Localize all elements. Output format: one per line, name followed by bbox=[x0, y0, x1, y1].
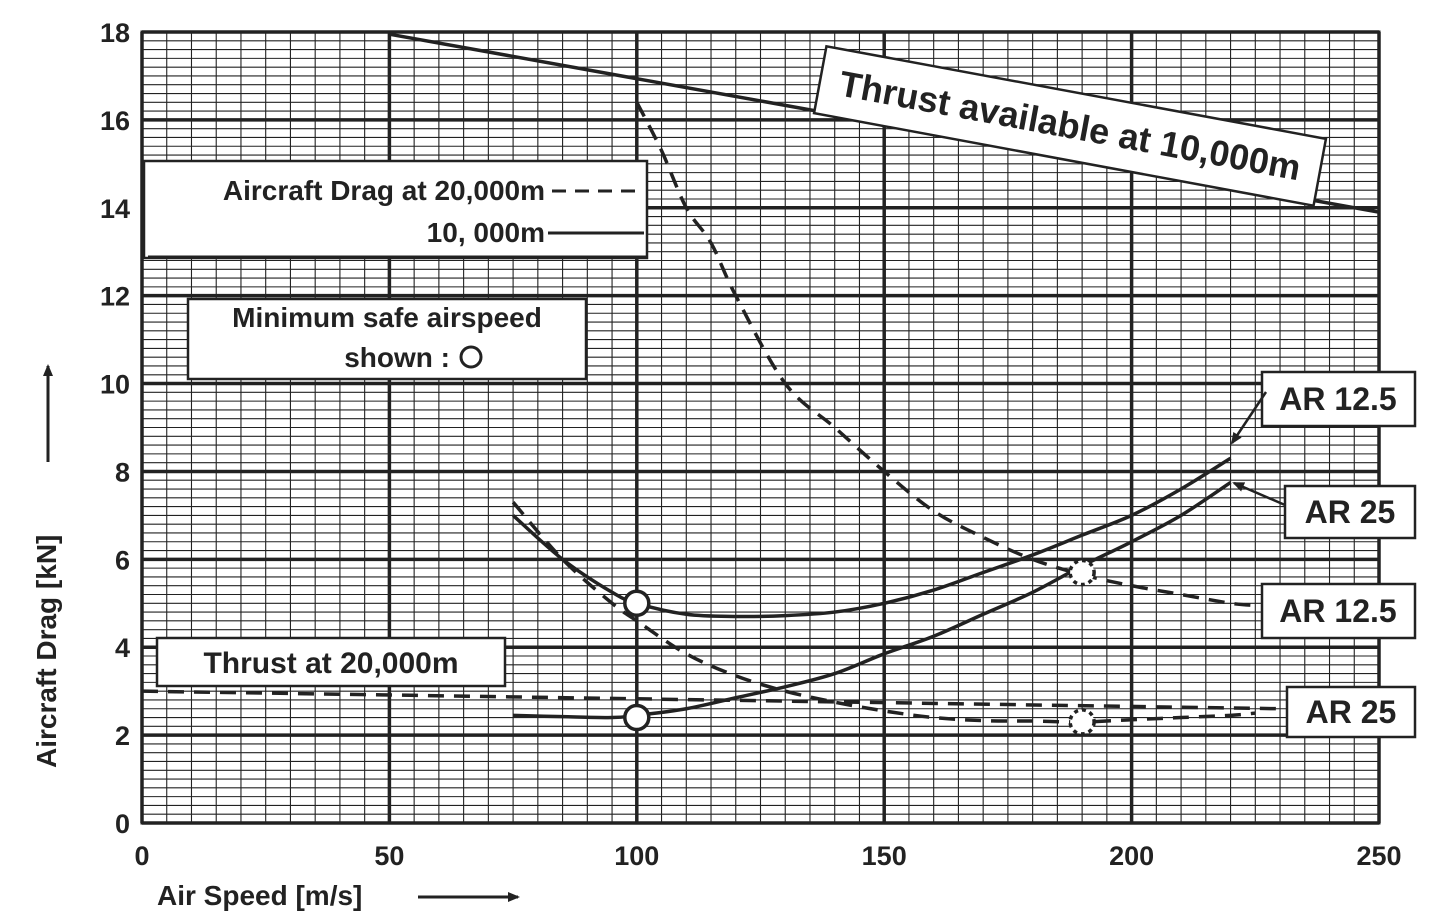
ar-label-4: AR 25 bbox=[1285, 685, 1417, 739]
y-axis-title: Aircraft Drag [kN] bbox=[31, 535, 62, 768]
min-safe-text-2: shown : bbox=[344, 342, 450, 373]
thrust-20k-text: Thrust at 20,000m bbox=[203, 647, 458, 680]
min-safe-marker-0 bbox=[623, 589, 651, 618]
x-tick-label: 150 bbox=[862, 841, 907, 871]
ar-label-4-text: AR 25 bbox=[1306, 694, 1397, 730]
legend-solid-label: 10, 000m bbox=[427, 217, 545, 248]
x-tick-label: 100 bbox=[614, 841, 659, 871]
min-safe-box: Minimum safe airspeed shown : bbox=[186, 297, 588, 381]
x-axis-title: Air Speed [m/s] bbox=[157, 880, 362, 911]
series-line-5 bbox=[511, 501, 1256, 724]
min-safe-markers bbox=[623, 558, 1096, 736]
ar-label-1-text: AR 12.5 bbox=[1279, 381, 1396, 417]
ar-label-3-text: AR 12.5 bbox=[1279, 593, 1396, 629]
series-line-4 bbox=[635, 101, 1256, 608]
y-tick-label: 6 bbox=[115, 545, 130, 575]
y-tick-label: 4 bbox=[115, 633, 130, 663]
ar-label-2-text: AR 25 bbox=[1305, 494, 1396, 530]
ar-label-3: AR 12.5 bbox=[1260, 582, 1417, 640]
axis-ticks: 0 50 100 150 200 250 0 2 4 6 8 10 12 14 16 18 bbox=[100, 18, 1402, 871]
y-tick-label: 12 bbox=[100, 282, 130, 312]
x-tick-label: 0 bbox=[134, 841, 149, 871]
min-safe-marker-3 bbox=[1068, 708, 1096, 736]
x-tick-label: 50 bbox=[374, 841, 404, 871]
min-safe-marker-1 bbox=[623, 703, 651, 732]
plot-frame bbox=[140, 30, 1381, 825]
ar-label-1: AR 12.5 bbox=[1230, 370, 1417, 445]
y-tick-label: 10 bbox=[100, 370, 130, 400]
ar-label-2: AR 25 bbox=[1232, 481, 1417, 540]
legend-dashed-label: Aircraft Drag at 20,000m bbox=[223, 175, 545, 206]
series-line-1 bbox=[141, 689, 1281, 711]
ar-label-2-arrow bbox=[1232, 481, 1286, 507]
y-tick-label: 8 bbox=[115, 457, 130, 487]
x-tick-label: 200 bbox=[1109, 841, 1154, 871]
x-tick-label: 250 bbox=[1356, 841, 1401, 871]
y-tick-label: 14 bbox=[100, 194, 130, 224]
min-safe-text-1: Minimum safe airspeed bbox=[232, 302, 542, 333]
thrust-20k-label: Thrust at 20,000m bbox=[155, 636, 507, 688]
legend-box: Aircraft Drag at 20,000m 10, 000m bbox=[142, 159, 649, 260]
min-safe-circle-icon bbox=[459, 345, 483, 369]
y-tick-label: 0 bbox=[115, 809, 130, 839]
min-safe-marker-2 bbox=[1068, 558, 1096, 587]
y-tick-label: 2 bbox=[115, 721, 130, 751]
y-tick-label: 18 bbox=[100, 18, 130, 48]
y-tick-label: 16 bbox=[100, 106, 130, 136]
series-line-2 bbox=[511, 456, 1232, 619]
ar-label-1-arrow bbox=[1230, 391, 1268, 445]
